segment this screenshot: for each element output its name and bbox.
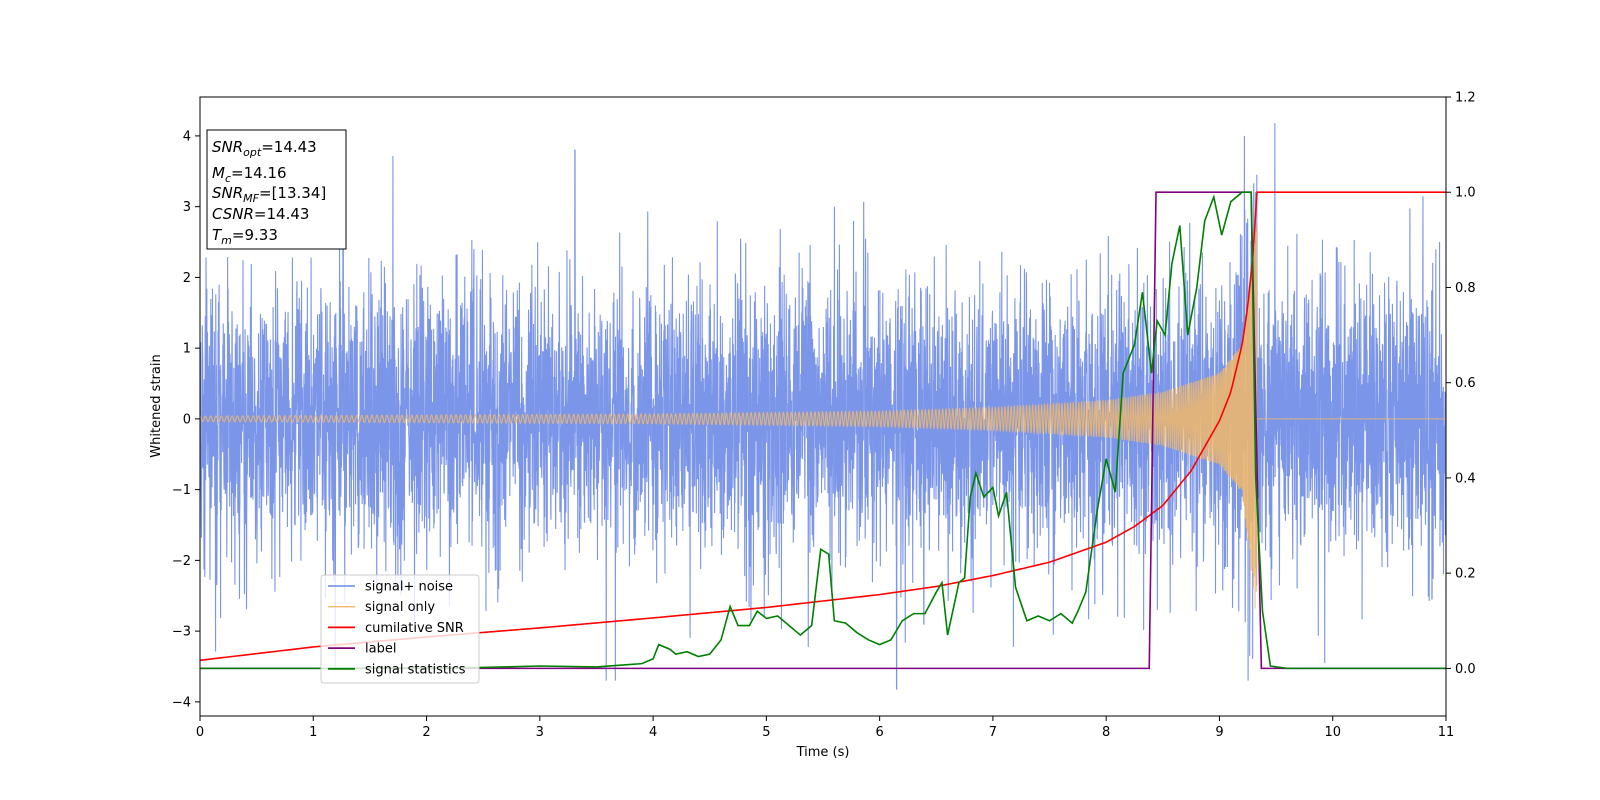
- y-left-tick-label: −2: [172, 554, 191, 569]
- plot-frame: [199, 96, 1447, 717]
- x-tick-label: 5: [762, 725, 770, 740]
- y-right-tick-label: 0.6: [1455, 376, 1476, 391]
- y-right-tick-label: 0.8: [1455, 281, 1476, 296]
- info-box-line: Tm=9.33: [212, 226, 278, 247]
- x-tick-label: 8: [1102, 725, 1110, 740]
- y-right-tick-label: 1.2: [1455, 91, 1476, 106]
- x-tick-label: 0: [196, 725, 204, 740]
- x-axis-label: Time (s): [796, 745, 850, 760]
- y-axis-left: −4 −3 −2 −1 0 1 2 3 4: [172, 129, 200, 710]
- y-right-tick-label: 0.0: [1455, 662, 1476, 677]
- x-tick-label: 6: [875, 725, 883, 740]
- y-left-tick-label: 2: [183, 271, 191, 286]
- legend-entry-label: label: [365, 642, 396, 657]
- y-left-tick-label: 0: [183, 412, 191, 427]
- y-right-tick-label: 1.0: [1455, 186, 1476, 201]
- x-tick-label: 10: [1324, 725, 1341, 740]
- info-box: SNRopt=14.43 Mc=14.16SNRMF=[13.34]CSNR=14…: [206, 129, 347, 250]
- y-left-tick-label: −1: [172, 483, 191, 498]
- legend-entry-label: signal+ noise: [365, 580, 453, 595]
- y-axis-label: Whitened strain: [149, 354, 164, 457]
- y-right-tick-label: 0.4: [1455, 471, 1476, 486]
- y-left-tick-label: 4: [183, 129, 191, 144]
- legend-entry-label: signal only: [365, 600, 435, 615]
- y-left-tick-label: 1: [183, 342, 191, 357]
- info-box-line: Mc=14.16: [212, 164, 287, 185]
- y-left-tick-label: 3: [183, 200, 191, 215]
- x-tick-label: 3: [536, 725, 544, 740]
- x-tick-label: 11: [1438, 725, 1455, 740]
- x-tick-label: 7: [989, 725, 997, 740]
- legend-frame: [320, 574, 480, 684]
- y-left-tick-label: −4: [172, 695, 191, 710]
- x-tick-label: 2: [422, 725, 430, 740]
- info-box-line: CSNR=14.43: [212, 205, 309, 223]
- y-left-tick-label: −3: [172, 625, 191, 640]
- x-axis: 0 1 2 3 4 5 6 7 8 9 10 11: [196, 716, 1454, 740]
- info-box-frame: [206, 129, 347, 250]
- x-tick-label: 4: [649, 725, 657, 740]
- series-line-signal-statistics: [200, 191, 1446, 670]
- legend-entry-label: signal statistics: [365, 662, 466, 677]
- legend: signal+ noise signal only cumilative SNR la…: [320, 574, 480, 684]
- y-axis-right: 0.0 0.2 0.4 0.6 0.8 1.0 1.2: [1446, 91, 1476, 677]
- series-line-signal-only: [200, 225, 1446, 609]
- info-box-line: SNRMF=[13.34]: [212, 184, 326, 205]
- y-right-tick-label: 0.2: [1455, 567, 1476, 582]
- legend-entry-label: cumilative SNR: [365, 621, 464, 636]
- info-box-line: SNRopt=14.43: [212, 138, 317, 159]
- x-tick-label: 9: [1215, 725, 1223, 740]
- x-tick-label: 1: [309, 725, 317, 740]
